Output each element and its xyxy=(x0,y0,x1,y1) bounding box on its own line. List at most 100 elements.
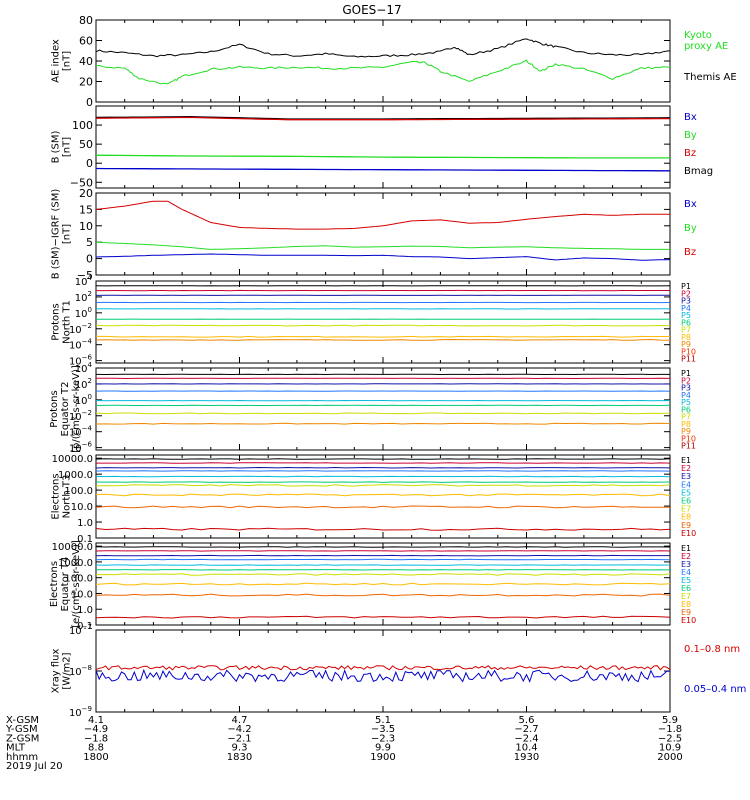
y-tick-label: 20 xyxy=(79,76,93,89)
channel-label: P2 xyxy=(681,376,691,385)
y-tick-label: 10−4 xyxy=(69,425,93,439)
y-tick-label: 10−6 xyxy=(69,441,93,455)
x-tick-value: −4.2 xyxy=(227,724,251,735)
plot-title: GOES−17 xyxy=(342,3,401,17)
channel-label: P4 xyxy=(681,304,691,313)
y-axis-label: Protons xyxy=(51,303,62,340)
x-row-label: MLT xyxy=(6,743,26,754)
channel-label: E7 xyxy=(681,592,691,601)
channel-label: P2 xyxy=(681,289,691,298)
x-tick-value: −2.7 xyxy=(514,724,538,735)
x-tick-value: 10.9 xyxy=(659,743,681,754)
series-line xyxy=(95,38,671,58)
y-tick-label: 100.0 xyxy=(64,486,93,497)
channel-line xyxy=(95,527,671,531)
y-tick-label: 100 xyxy=(75,393,92,407)
channel-label: E6 xyxy=(681,497,691,506)
y-tick-label: 1.0 xyxy=(77,605,93,616)
x-tick-value: 1800 xyxy=(83,752,108,763)
series-line xyxy=(95,116,671,120)
x-tick-value: 5.1 xyxy=(375,715,391,726)
y-tick-exponent: 4 xyxy=(88,274,93,282)
y-tick-exponent: 0 xyxy=(88,393,92,401)
x-row-label: Y-GSM xyxy=(5,724,38,735)
x-tick-value: 4.1 xyxy=(88,715,104,726)
x-tick-value: 1900 xyxy=(370,752,395,763)
y-tick-label: 10.0 xyxy=(71,589,93,600)
y-tick-label: 102 xyxy=(75,290,92,304)
channel-label: P7 xyxy=(681,326,691,335)
channel-line xyxy=(95,615,671,619)
channel-label: P3 xyxy=(681,297,691,306)
legend-entry: By xyxy=(684,223,697,234)
channel-line xyxy=(95,558,671,561)
y-axis-label: B (SM)−IGRF (SM) xyxy=(51,189,62,280)
x-tick-value: −4.9 xyxy=(84,724,108,735)
channel-label: P6 xyxy=(681,405,691,414)
channel-label: P11 xyxy=(681,355,696,364)
y-axis-label: [e/(cm²-s-sr-keV)] xyxy=(71,540,82,628)
x-tick-value: 8.8 xyxy=(88,743,104,754)
series-line xyxy=(95,668,671,683)
channel-label: E5 xyxy=(681,576,691,585)
channel-label: P8 xyxy=(681,333,691,342)
channel-label: E10 xyxy=(681,616,696,625)
channel-line xyxy=(95,475,671,478)
panel-bres: B (SM)−IGRF (SM) [nT] −5 0 5 10 15 20 Bx By Bz xyxy=(51,187,697,282)
channel-label: E9 xyxy=(681,608,691,617)
channel-label: E2 xyxy=(681,552,691,561)
channel-label: E5 xyxy=(681,488,691,497)
legend-entry: By xyxy=(684,130,697,141)
channel-line xyxy=(95,546,671,548)
y-tick-label: 10000.0 xyxy=(52,454,93,465)
panel-pe: Protons Equator T2 [p/(cm²-s-sr-keV)]104 10… xyxy=(49,361,696,455)
channel-line xyxy=(95,554,670,557)
channel-line xyxy=(95,505,670,509)
channel-label: P1 xyxy=(681,369,691,378)
channel-label: P7 xyxy=(681,413,691,422)
channel-label: P9 xyxy=(681,427,691,436)
channel-label: E4 xyxy=(681,480,691,489)
y-tick-exponent: 2 xyxy=(88,290,92,298)
legend-entry: 0.1–0.8 nm xyxy=(684,644,740,655)
panel-ee: Electrons Equator T4 [e/(cm²-s-sr-keV)]0.1… xyxy=(49,540,696,632)
y-tick-label: 0.1 xyxy=(77,534,93,545)
channel-label: E1 xyxy=(681,544,691,553)
legend-entry: Bmag xyxy=(684,166,713,177)
channel-label: E4 xyxy=(681,568,691,577)
channel-label: E3 xyxy=(681,472,691,481)
y-tick-label: 102 xyxy=(75,377,92,391)
x-row-label: hhmm xyxy=(6,752,38,763)
y-tick-label: 100 xyxy=(72,119,93,132)
y-tick-label: 0 xyxy=(86,157,93,170)
y-tick-exponent: 2 xyxy=(88,377,92,385)
channel-line xyxy=(95,422,671,425)
y-tick-label: 10 xyxy=(79,220,93,233)
legend-entry: Kyoto xyxy=(684,30,712,41)
series-line xyxy=(95,200,670,230)
y-tick-exponent: −4 xyxy=(82,338,93,346)
channel-line xyxy=(95,593,671,597)
x-tick-value: −2.4 xyxy=(514,733,538,744)
x-tick-value: 10.4 xyxy=(515,743,537,754)
channel-line xyxy=(95,338,671,341)
channel-label: P10 xyxy=(681,434,696,443)
panel-frame xyxy=(95,367,671,451)
x-row-label: X-GSM xyxy=(6,715,39,726)
channel-label: P11 xyxy=(681,442,696,451)
y-tick-label: 1.0 xyxy=(77,518,93,529)
x-tick-value: −2.1 xyxy=(227,733,251,744)
channel-line xyxy=(95,484,671,487)
y-axis-label: [p/(cm²-s-sr-keV)] xyxy=(71,365,82,453)
y-tick-label: 10−2 xyxy=(69,322,92,336)
x-tick-value: −1.8 xyxy=(84,733,108,744)
panel-frame xyxy=(95,629,671,713)
panel-bsm: B (SM) [nT] −50 0 50 100 Bx By Bz Bmag xyxy=(51,105,713,189)
channel-label: E7 xyxy=(681,505,691,514)
y-tick-label: 10.0 xyxy=(71,502,93,513)
y-tick-label: 20 xyxy=(79,187,93,200)
y-axis-label: [nT] xyxy=(62,51,73,71)
x-tick-value: −1.8 xyxy=(658,724,682,735)
x-tick-value: 5.9 xyxy=(662,715,678,726)
